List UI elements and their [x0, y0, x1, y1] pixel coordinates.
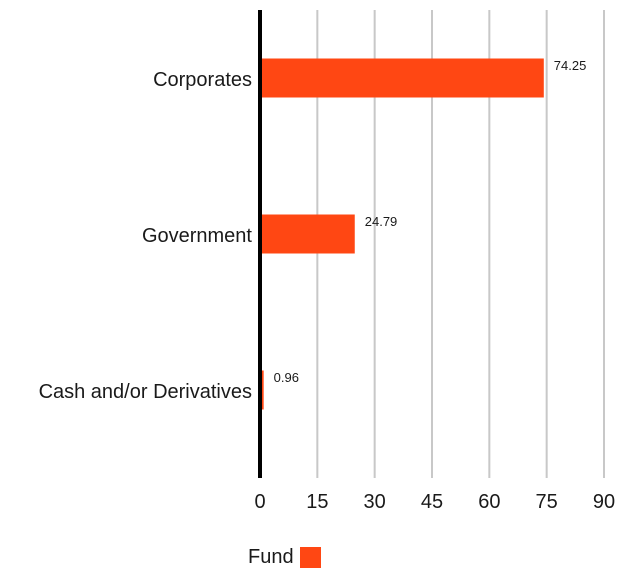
x-axis-tick-labels: 0 15 30 45 60 75 90 — [254, 491, 615, 513]
x-tick-label: 90 — [593, 491, 615, 513]
x-tick-label: 0 — [254, 491, 265, 513]
data-labels: 74.25 24.79 0.96 — [274, 58, 587, 385]
legend-swatch — [299, 547, 321, 568]
x-tick-label: 75 — [536, 491, 558, 513]
x-tick-label: 45 — [421, 491, 443, 513]
x-tick-label: 15 — [306, 491, 328, 513]
legend: Fund — [248, 546, 321, 569]
data-label: 74.25 — [554, 58, 587, 73]
data-label: 24.79 — [365, 214, 398, 229]
bar — [260, 58, 544, 98]
legend-label: Fund — [248, 546, 294, 568]
bar — [260, 214, 355, 254]
category-label: Cash and/or Derivatives — [39, 381, 252, 403]
category-labels: Corporates Government Cash and/or Derivati… — [39, 69, 253, 403]
x-tick-label: 30 — [364, 491, 386, 513]
bars — [260, 58, 544, 410]
category-label: Corporates — [153, 69, 252, 91]
category-label: Government — [142, 225, 252, 247]
data-label: 0.96 — [274, 370, 299, 385]
x-tick-label: 60 — [478, 491, 500, 513]
